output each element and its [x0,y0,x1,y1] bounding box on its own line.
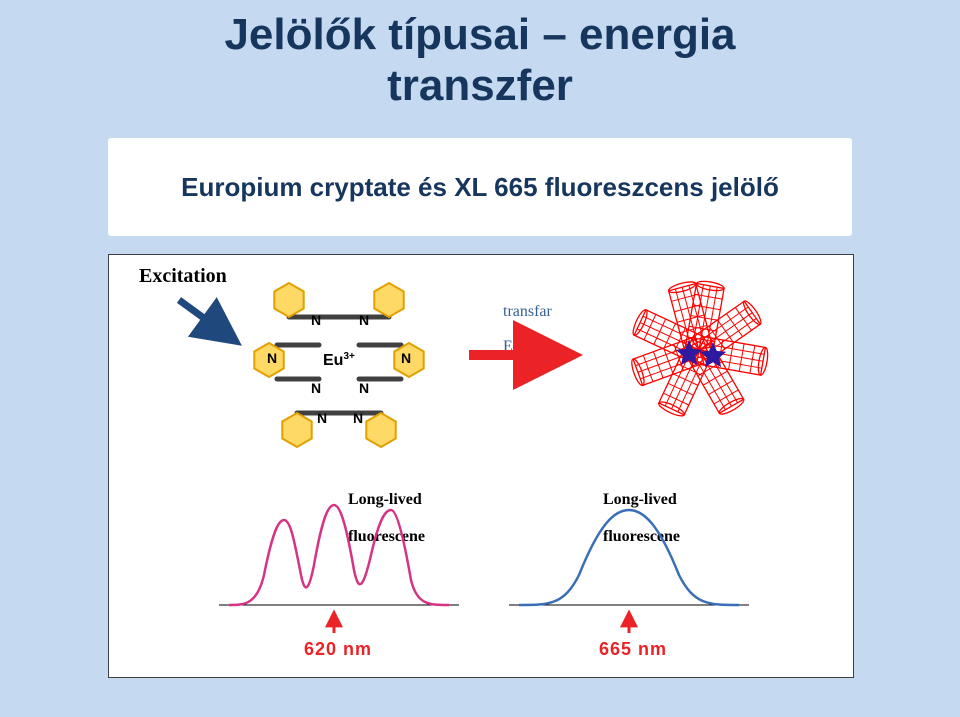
svg-text:N: N [359,312,369,328]
svg-text:N: N [311,312,321,328]
subtitle-box: Europium cryptate és XL 665 fluoreszcens… [108,138,852,236]
svg-text:N: N [311,380,321,396]
spectra-diagram: 620 nm 665 nm [109,465,853,675]
svg-text:665 nm: 665 nm [599,639,667,659]
title-line1: Jelölők típusai – energia [224,10,735,59]
molecule-diagram: NNNNNNNNEu3+ [109,255,853,465]
svg-text:Eu3+: Eu3+ [323,351,355,369]
title-line2: transzfer [387,61,573,110]
svg-text:620 nm: 620 nm [304,639,372,659]
slide-title: Jelölők típusai – energia transzfer [0,10,960,111]
svg-text:N: N [359,380,369,396]
svg-text:N: N [353,410,363,426]
svg-text:N: N [317,410,327,426]
slide-root: Jelölők típusai – energia transzfer Euro… [0,0,960,717]
subtitle-text: Europium cryptate és XL 665 fluoreszcens… [181,172,779,203]
svg-text:N: N [267,350,277,366]
diagram-panel: Excitation transfar Energy NNNNNNNNEu3+ … [108,254,854,678]
svg-text:N: N [401,350,411,366]
